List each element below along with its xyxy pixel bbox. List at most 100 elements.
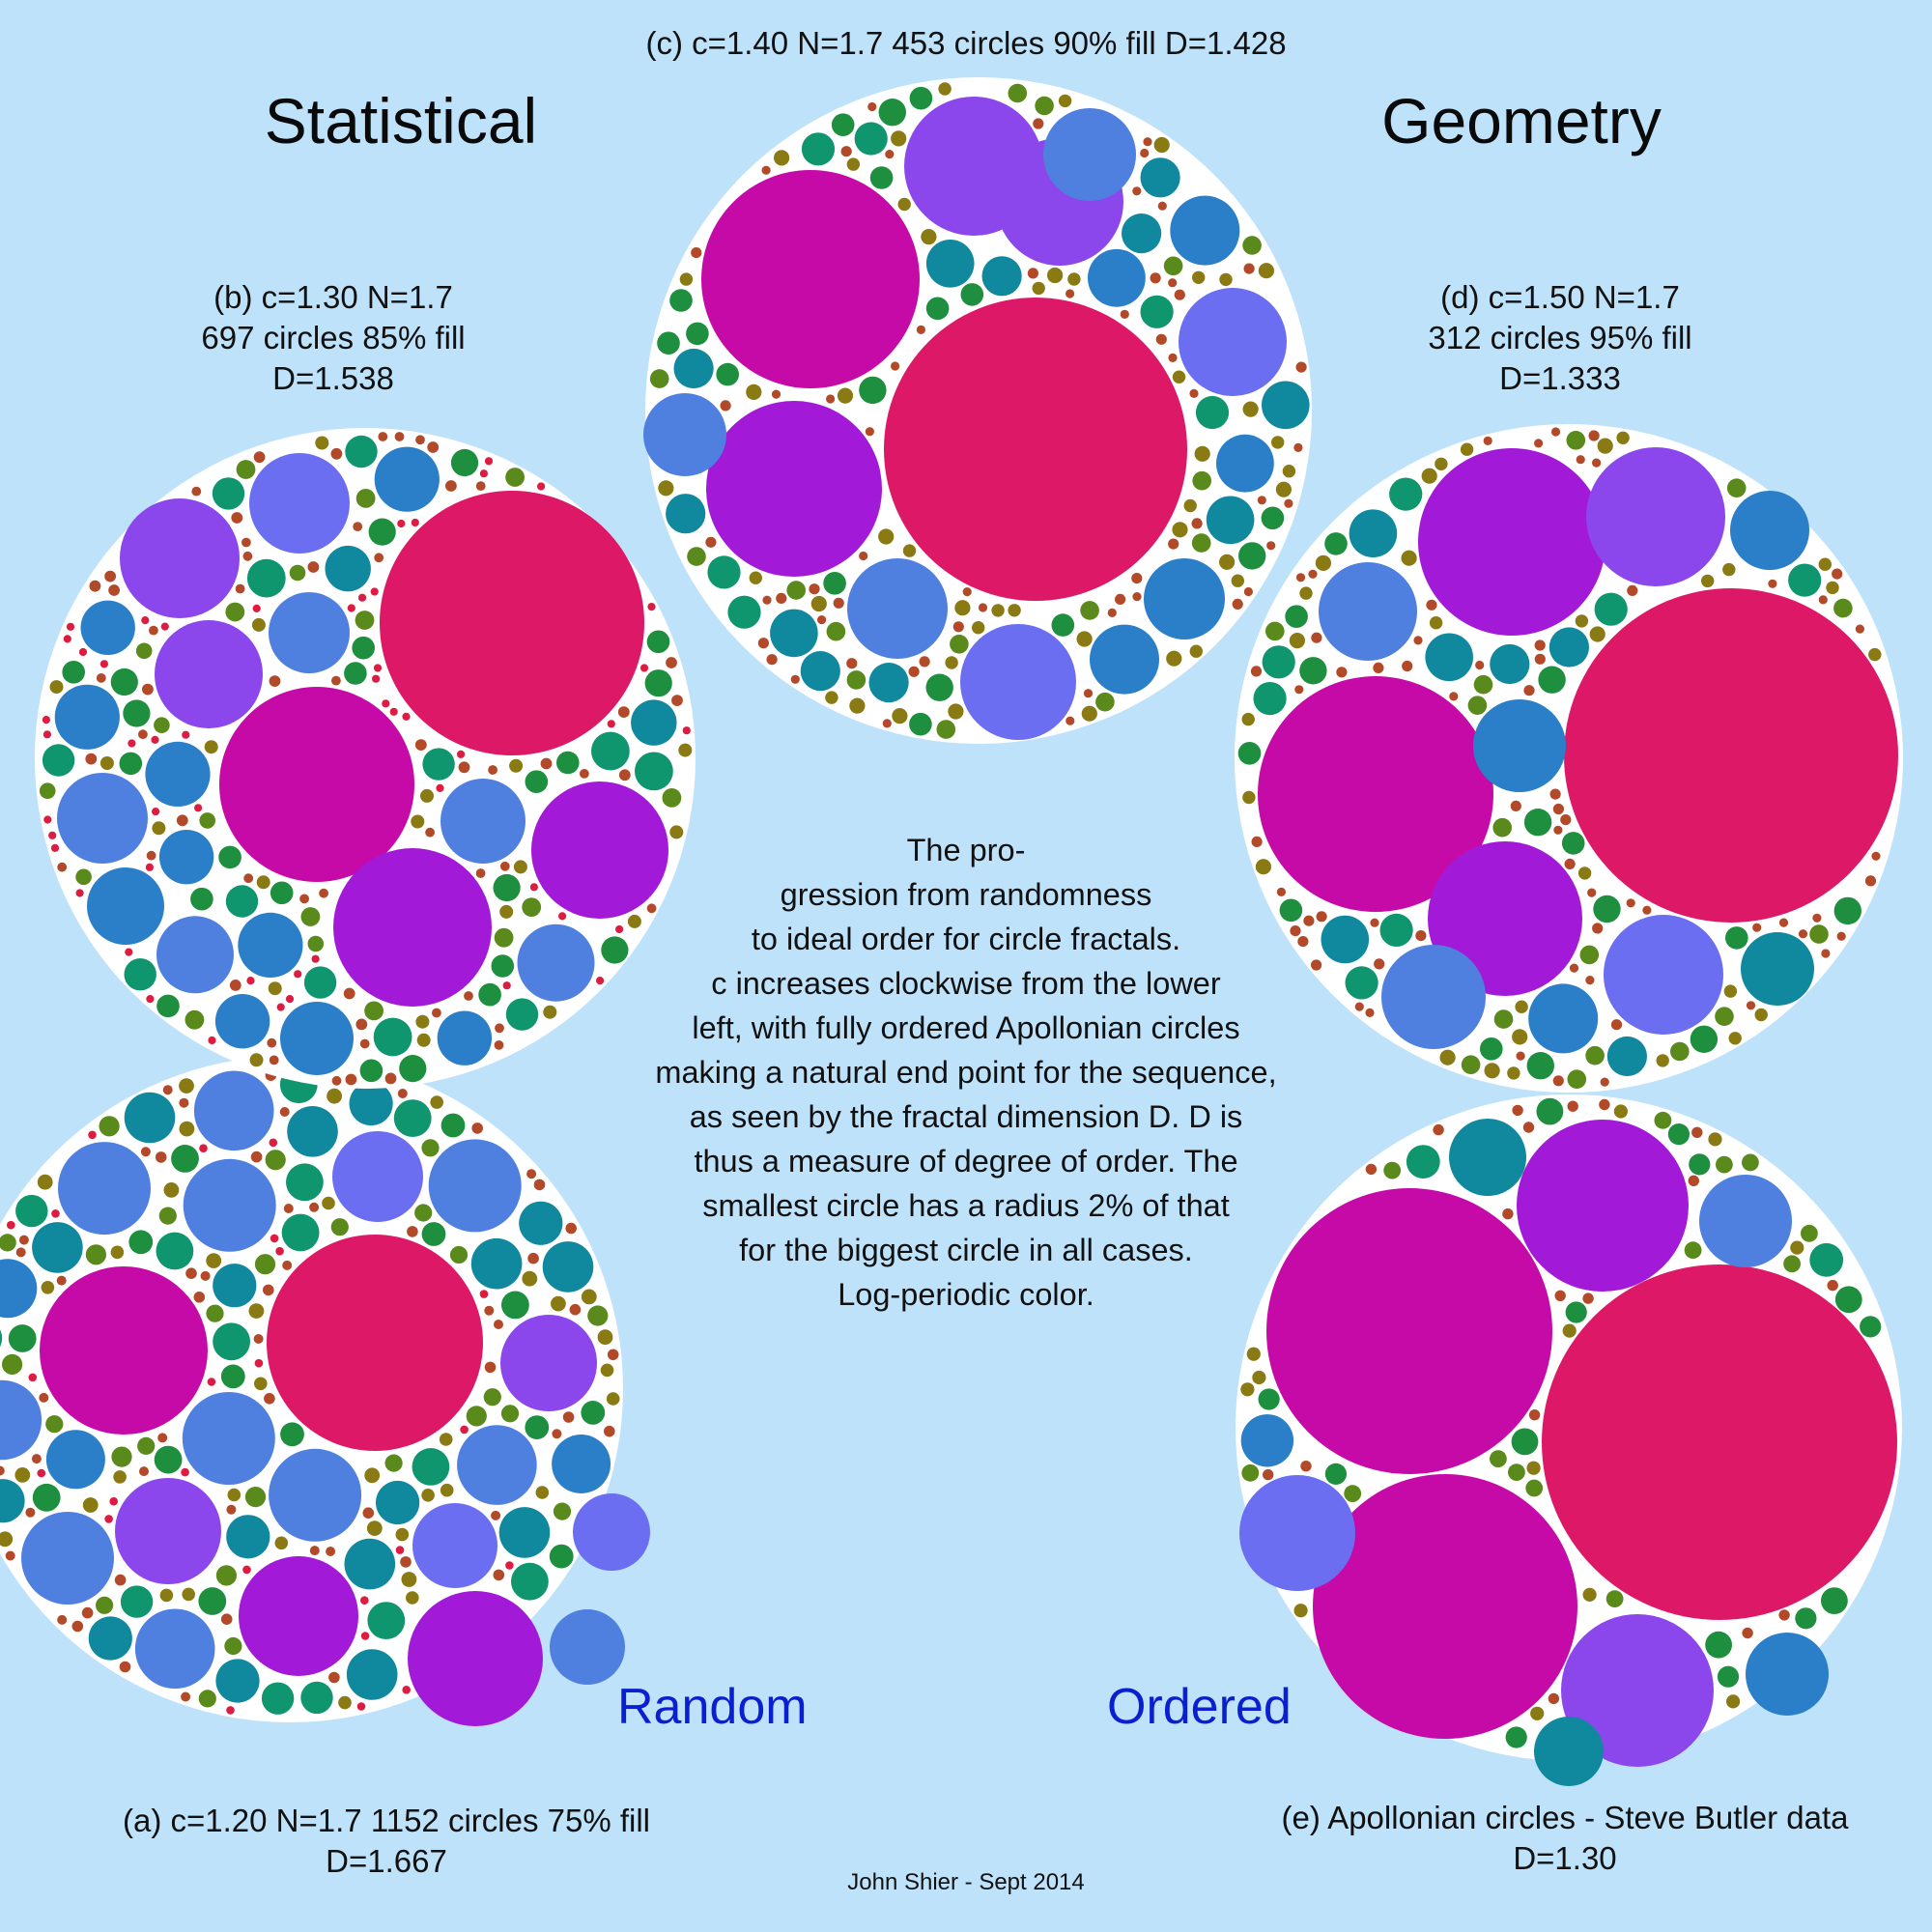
fractal-a-circle bbox=[227, 1488, 242, 1502]
fractal-c-circle bbox=[909, 712, 932, 736]
fractal-a-circle bbox=[200, 1270, 211, 1281]
fractal-a-circle bbox=[498, 1507, 551, 1558]
fractal-a-circle bbox=[139, 1466, 149, 1477]
fractal-b-circle bbox=[669, 825, 684, 839]
fractal-e-circle bbox=[1300, 1461, 1312, 1472]
fractal-e-circle bbox=[1502, 1208, 1514, 1220]
fractal-d-circle bbox=[1294, 685, 1304, 695]
fractal-a-circle bbox=[346, 1649, 398, 1700]
fractal-a-circle bbox=[525, 1415, 550, 1439]
fractal-d-circle bbox=[1484, 1063, 1500, 1079]
fractal-a-circle bbox=[402, 1686, 412, 1694]
fractal-a-circle bbox=[7, 1220, 15, 1230]
fractal-d-circle bbox=[1297, 936, 1309, 948]
fractal-d-circle bbox=[1516, 1051, 1525, 1061]
fractal-c-circle bbox=[705, 536, 717, 548]
fractal-a-circle bbox=[491, 1510, 501, 1520]
fractal-a-circle bbox=[2, 1353, 23, 1375]
caption-a: (a) c=1.20 N=1.7 1152 circles 75% fill D… bbox=[123, 1803, 650, 1879]
fractal-a-circle bbox=[82, 1497, 99, 1513]
fractal-c-circle bbox=[1206, 496, 1255, 545]
fractal-c-circle bbox=[952, 621, 964, 633]
fractal-b-circle bbox=[543, 1005, 557, 1019]
fractal-b-circle bbox=[66, 622, 75, 631]
fractal-c-circle bbox=[1242, 401, 1259, 417]
fractal-d-circle bbox=[1534, 639, 1546, 651]
fractal-c-circle bbox=[1295, 361, 1307, 373]
fractal-d-circle bbox=[1523, 685, 1535, 696]
fractal-c-circle bbox=[1195, 395, 1230, 430]
fractal-a-circle bbox=[215, 1659, 260, 1703]
fractal-d-circle bbox=[1579, 945, 1600, 965]
fractal-d-circle bbox=[1285, 605, 1308, 628]
fractal-c-circle bbox=[1168, 538, 1179, 550]
fractal-b-circle bbox=[353, 522, 363, 531]
fractal-b-circle bbox=[276, 1003, 285, 1011]
fractal-d-circle bbox=[1345, 966, 1378, 1000]
fractal-b-circle bbox=[236, 460, 256, 479]
fractal-b-circle bbox=[75, 889, 84, 897]
fractal-c-circle bbox=[1179, 288, 1287, 396]
fractal-e-circle bbox=[1684, 1241, 1702, 1260]
fractal-e-circle bbox=[1548, 1692, 1560, 1705]
fractal-a-circle bbox=[542, 1241, 594, 1293]
fractal-c-circle bbox=[962, 587, 972, 597]
fractal-a-circle bbox=[8, 1324, 37, 1352]
fractal-a-circle bbox=[309, 1202, 320, 1212]
fractal-d-circle bbox=[1276, 887, 1286, 897]
fractal-b-circle bbox=[249, 1053, 264, 1067]
fractal-a-circle bbox=[120, 1585, 154, 1618]
label-ordered: Ordered bbox=[1107, 1679, 1292, 1735]
fractal-a-circle bbox=[57, 1614, 68, 1625]
fractal-e-circle bbox=[1536, 1097, 1564, 1125]
fractal-a-circle bbox=[254, 1254, 276, 1275]
fractal-a-circle bbox=[552, 1429, 562, 1439]
fractal-b-circle bbox=[615, 924, 624, 934]
fractal-c-circle bbox=[891, 361, 900, 371]
fractal-b-circle bbox=[294, 970, 302, 979]
fractal-e-circle bbox=[1605, 1590, 1624, 1607]
fractal-a-circle bbox=[412, 1503, 497, 1588]
fractal-e-circle bbox=[1565, 1301, 1587, 1323]
fractal-b-circle bbox=[214, 994, 270, 1049]
fractal-c-circle bbox=[938, 82, 952, 96]
fractal-a-circle bbox=[15, 1247, 26, 1258]
fractal-c-circle bbox=[1143, 137, 1152, 147]
fractal-c-circle bbox=[1189, 388, 1199, 398]
fractal-a-circle bbox=[460, 1425, 469, 1435]
fractal-c-circle bbox=[1282, 465, 1296, 478]
fractal-a-circle bbox=[39, 1392, 49, 1403]
fractal-d-circle bbox=[1415, 930, 1427, 942]
fractal-a-circle bbox=[171, 1145, 199, 1173]
fractal-c-circle bbox=[960, 624, 1076, 740]
fractal-a-circle bbox=[179, 1097, 189, 1108]
fractal-b-circle bbox=[231, 512, 243, 524]
fractal-b-circle bbox=[355, 611, 375, 630]
fractal-a-circle bbox=[484, 1361, 497, 1374]
fractal-a-circle bbox=[51, 1209, 60, 1218]
fractal-a-circle bbox=[181, 1691, 191, 1702]
fractal-c-circle bbox=[884, 298, 1187, 601]
fractal-d-circle bbox=[1604, 915, 1723, 1035]
fractal-b-circle bbox=[269, 675, 281, 687]
fractal-b-circle bbox=[484, 457, 494, 466]
fractal-a-circle bbox=[535, 1486, 550, 1499]
fractal-d-circle bbox=[1262, 645, 1295, 679]
fractal-b-circle bbox=[251, 617, 266, 632]
fractal-a-circle bbox=[522, 1270, 538, 1287]
fractal-c-circle bbox=[1132, 186, 1142, 196]
fractal-b-circle bbox=[152, 808, 160, 816]
fractal-e-circle bbox=[1726, 1694, 1741, 1709]
fractal-b-circle bbox=[325, 545, 371, 592]
fractal-b-circle bbox=[75, 868, 92, 886]
fractal-b-circle bbox=[437, 1010, 493, 1065]
fractal-d-circle bbox=[1833, 896, 1862, 925]
fractal-b-circle bbox=[495, 1023, 504, 1034]
fractal-c-circle bbox=[790, 674, 800, 684]
fractal-c-circle bbox=[643, 393, 726, 476]
fractal-a-circle bbox=[393, 1099, 432, 1137]
fractal-a-circle bbox=[156, 1232, 194, 1270]
fractal-a-circle bbox=[140, 1147, 151, 1157]
fractal-a-circle bbox=[384, 1454, 403, 1472]
